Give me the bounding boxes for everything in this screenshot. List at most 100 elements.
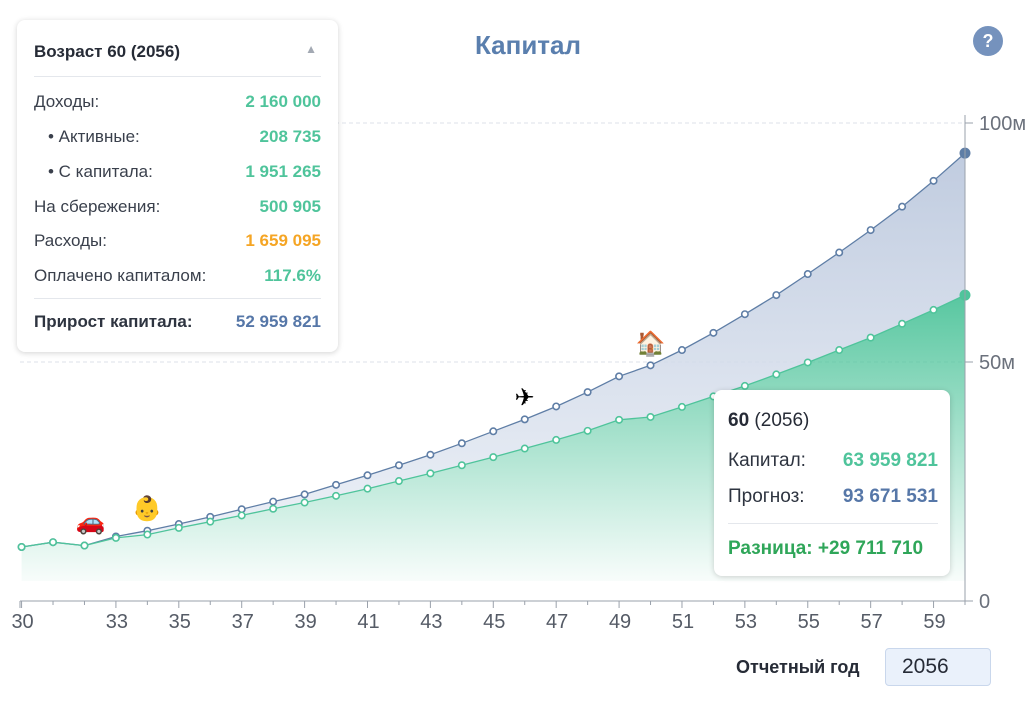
capital-point[interactable] (49, 538, 58, 547)
capital-point[interactable] (898, 319, 907, 328)
active-income-value: 208 735 (259, 127, 321, 146)
income-value: 2 160 000 (245, 92, 321, 111)
forecast-point[interactable] (677, 346, 686, 355)
capital-point[interactable] (677, 402, 686, 411)
forecast-point[interactable] (929, 176, 938, 185)
x-tick-label: 59 (923, 611, 945, 633)
capital-point[interactable] (394, 477, 403, 486)
forecast-point[interactable] (332, 480, 341, 489)
y-tick-label: 100м (979, 113, 1026, 135)
forecast-point[interactable] (898, 202, 907, 211)
help-icon[interactable]: ? (973, 26, 1003, 56)
expenses-label: Расходы: (34, 231, 107, 250)
report-year-label: Отчетный год (736, 657, 860, 677)
capital-income-value: 1 951 265 (245, 162, 321, 181)
active-income-label: • Активные: (48, 127, 140, 146)
forecast-point[interactable] (583, 388, 592, 397)
panel-title: Возраст 60 (2056) (34, 42, 181, 61)
panel-header[interactable]: Возраст 60 (2056) ▲ (34, 20, 321, 77)
forecast-point[interactable] (866, 226, 875, 235)
capital-point[interactable] (300, 498, 309, 507)
capital-point[interactable] (552, 435, 561, 444)
x-tick-label: 57 (861, 611, 883, 633)
forecast-point[interactable] (740, 310, 749, 319)
paid-by-capital-row: Оплачено капиталом: 117.6% (34, 263, 321, 289)
car-icon[interactable]: 🚗 (76, 508, 106, 536)
chart-title: Капитал (474, 30, 582, 60)
collapse-icon[interactable]: ▲ (305, 42, 317, 56)
capital-point[interactable] (646, 412, 655, 421)
capital-point[interactable] (332, 491, 341, 500)
capital-point[interactable] (269, 504, 278, 513)
forecast-point[interactable] (489, 427, 498, 436)
capital-point[interactable] (17, 542, 26, 551)
forecast-point[interactable] (269, 497, 278, 506)
report-year-input[interactable] (885, 648, 991, 686)
year-details-panel: Возраст 60 (2056) ▲ Доходы: 2 160 000 • … (17, 20, 338, 352)
capital-point[interactable] (80, 541, 89, 550)
forecast-point[interactable] (520, 415, 529, 424)
forecast-point[interactable] (615, 372, 624, 381)
tooltip-forecast-value: 93 671 531 (842, 486, 938, 507)
expenses-value: 1 659 095 (245, 231, 321, 250)
capital-point[interactable] (363, 484, 372, 493)
x-tick-label: 39 (294, 611, 316, 633)
paid-by-capital-label: Оплачено капиталом: (34, 266, 207, 285)
capital-point[interactable] (583, 426, 592, 435)
forecast-point[interactable] (552, 402, 561, 411)
capital-point[interactable] (929, 305, 938, 314)
active-income-row: • Активные: 208 735 (34, 124, 321, 150)
x-tick-label: 37 (232, 611, 254, 633)
x-tick-label: 49 (609, 611, 631, 633)
forecast-point[interactable] (646, 361, 655, 370)
tooltip-age: 60 (728, 410, 750, 431)
capital-point[interactable] (740, 381, 749, 390)
y-tick-label: 50м (979, 352, 1015, 374)
y-tick-label: 0 (979, 591, 990, 613)
tooltip-year: (2056) (754, 410, 810, 431)
capital-point[interactable] (111, 533, 120, 542)
x-tick-label: 35 (169, 611, 191, 633)
capital-point[interactable] (835, 346, 844, 355)
forecast-point[interactable] (300, 490, 309, 499)
capital-point[interactable] (143, 530, 152, 539)
capital-point[interactable] (520, 444, 529, 453)
capital-point[interactable] (803, 358, 812, 367)
airplane-icon[interactable]: ✈ (515, 383, 535, 411)
x-tick-label: 51 (672, 611, 694, 633)
savings-value: 500 905 (259, 197, 321, 216)
paid-by-capital-value: 117.6% (264, 266, 321, 285)
capital-income-label: • С капитала: (48, 162, 153, 181)
x-tick-label: 55 (798, 611, 820, 633)
tooltip-capital-label: Капитал: (728, 450, 806, 471)
capital-point[interactable] (206, 517, 215, 526)
capital-growth-value: 52 959 821 (235, 312, 321, 331)
forecast-area (21, 153, 966, 547)
capital-point[interactable] (457, 461, 466, 470)
income-row: Доходы: 2 160 000 (34, 89, 321, 115)
forecast-point[interactable] (426, 450, 435, 459)
forecast-point[interactable] (709, 328, 718, 337)
x-tick-label: 47 (546, 611, 568, 633)
forecast-point[interactable] (363, 471, 372, 480)
capital-point[interactable] (174, 523, 183, 532)
capital-point[interactable] (866, 333, 875, 342)
capital-income-row: • С капитала: 1 951 265 (34, 159, 321, 185)
capital-point[interactable] (237, 511, 246, 520)
forecast-point[interactable] (835, 248, 844, 257)
capital-point[interactable] (772, 370, 781, 379)
chart-tooltip: 60 (2056) Капитал: 63 959 821 Прогноз: 9… (714, 390, 950, 576)
x-tick-label: 30 (11, 611, 33, 633)
house-icon[interactable]: 🏠 (636, 329, 666, 357)
forecast-point[interactable] (394, 461, 403, 470)
forecast-point[interactable] (803, 270, 812, 279)
child-icon[interactable]: 👶 (132, 495, 162, 523)
x-tick-label: 53 (735, 611, 757, 633)
capital-point[interactable] (426, 469, 435, 478)
capital-point[interactable] (489, 453, 498, 462)
income-label: Доходы: (34, 92, 100, 111)
forecast-point[interactable] (457, 439, 466, 448)
x-tick-label: 45 (483, 611, 505, 633)
capital-point[interactable] (615, 415, 624, 424)
forecast-point[interactable] (772, 291, 781, 300)
